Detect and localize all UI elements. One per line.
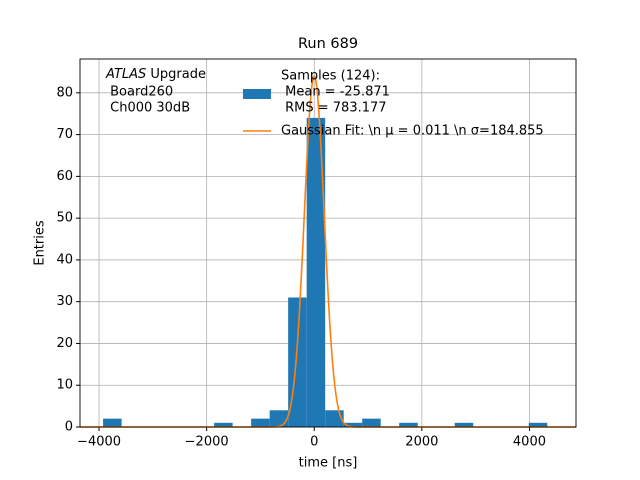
y-tick-label: 20 <box>56 336 73 351</box>
axes-frame <box>79 58 577 428</box>
x-tick-label: −4000 <box>77 435 121 450</box>
x-tick-label: −2000 <box>185 435 229 450</box>
bar <box>214 422 233 427</box>
y-tick-label: 30 <box>56 294 73 309</box>
annotation: Ch000 30dB <box>106 101 190 116</box>
x-axis-label: time [ns] <box>299 456 358 471</box>
bar <box>251 418 270 427</box>
y-tick-label: 70 <box>56 127 73 142</box>
bar <box>325 410 344 427</box>
bar <box>306 117 326 428</box>
y-tick-label: 0 <box>65 420 73 435</box>
y-tick-label: 10 <box>56 378 73 393</box>
x-tick-label: 2000 <box>405 435 438 450</box>
bar <box>528 422 548 427</box>
annotation-text: Upgrade <box>146 67 206 82</box>
y-tick-label: 80 <box>56 85 73 100</box>
annotation: ATLAS Upgrade <box>105 67 206 82</box>
legend-label: Mean = -25.871 <box>281 85 390 100</box>
annotation-italic: ATLAS <box>105 67 146 82</box>
bar <box>103 418 122 427</box>
y-tick-label: 50 <box>56 211 73 226</box>
bar <box>454 422 474 427</box>
legend-label: Samples (124): <box>281 69 380 84</box>
x-tick-label: 4000 <box>513 435 546 450</box>
legend-label: RMS = 783.177 <box>281 101 387 116</box>
y-tick-label: 40 <box>56 252 73 267</box>
bar <box>362 418 381 427</box>
bar <box>269 410 289 427</box>
bar <box>343 422 363 427</box>
legend-patch <box>243 89 271 99</box>
legend-label: Gaussian Fit: \n μ = 0.011 \n σ=184.855 <box>281 124 544 139</box>
chart-title: Run 689 <box>298 36 358 52</box>
y-tick-label: 60 <box>56 169 73 184</box>
x-tick-label: 0 <box>310 435 318 450</box>
bar <box>399 422 418 427</box>
annotation: Board260 <box>106 85 173 100</box>
y-axis-label: Entries <box>33 220 48 266</box>
